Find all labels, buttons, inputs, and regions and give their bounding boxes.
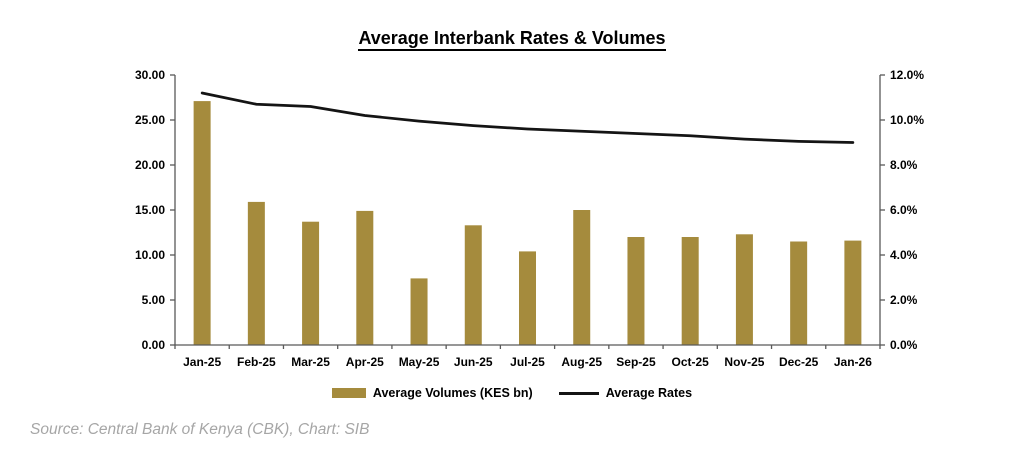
- svg-text:Dec-25: Dec-25: [779, 355, 819, 369]
- svg-text:6.0%: 6.0%: [890, 203, 918, 217]
- svg-text:20.00: 20.00: [135, 158, 165, 172]
- chart-title: Average Interbank Rates & Volumes: [0, 28, 1024, 51]
- svg-text:Apr-25: Apr-25: [346, 355, 384, 369]
- svg-text:Jan-25: Jan-25: [183, 355, 221, 369]
- combo-chart-plot-area: 0.00 5.00 10.00 15.00 20.00 25.00 30.00 0.0% 2.0…: [135, 68, 924, 369]
- legend-label-rates: Average Rates: [605, 386, 693, 400]
- svg-text:Feb-25: Feb-25: [237, 355, 276, 369]
- svg-text:30.00: 30.00: [135, 68, 165, 82]
- svg-text:Jul-25: Jul-25: [510, 355, 545, 369]
- svg-text:2.0%: 2.0%: [890, 293, 918, 307]
- svg-text:0.0%: 0.0%: [890, 338, 918, 352]
- legend-swatch-volumes-icon: [331, 388, 366, 398]
- svg-text:0.00: 0.00: [142, 338, 166, 352]
- svg-text:Jan-26: Jan-26: [834, 355, 872, 369]
- svg-text:8.0%: 8.0%: [890, 158, 918, 172]
- svg-text:Nov-25: Nov-25: [724, 355, 764, 369]
- svg-text:4.0%: 4.0%: [890, 248, 918, 262]
- legend-line-rates-icon: [558, 391, 599, 395]
- legend: Average Volumes (KES bn) Average Rates: [0, 386, 1024, 400]
- svg-text:12.0%: 12.0%: [890, 68, 924, 82]
- svg-text:15.00: 15.00: [135, 203, 165, 217]
- svg-text:Oct-25: Oct-25: [672, 355, 710, 369]
- svg-text:Aug-25: Aug-25: [561, 355, 602, 369]
- chart-title-text: Average Interbank Rates & Volumes: [358, 28, 666, 51]
- svg-text:Jun-25: Jun-25: [454, 355, 493, 369]
- legend-label-volumes: Average Volumes (KES bn): [372, 386, 533, 400]
- svg-text:10.0%: 10.0%: [890, 113, 924, 127]
- source-note: Source: Central Bank of Kenya (CBK), Cha…: [30, 421, 370, 438]
- legend-item-volumes: Average Volumes (KES bn): [331, 386, 533, 400]
- svg-text:May-25: May-25: [399, 355, 440, 369]
- svg-text:Mar-25: Mar-25: [291, 355, 330, 369]
- svg-text:10.00: 10.00: [135, 248, 165, 262]
- legend-item-rates: Average Rates: [558, 386, 693, 400]
- svg-text:25.00: 25.00: [135, 113, 165, 127]
- svg-text:Sep-25: Sep-25: [616, 355, 656, 369]
- svg-text:5.00: 5.00: [142, 293, 166, 307]
